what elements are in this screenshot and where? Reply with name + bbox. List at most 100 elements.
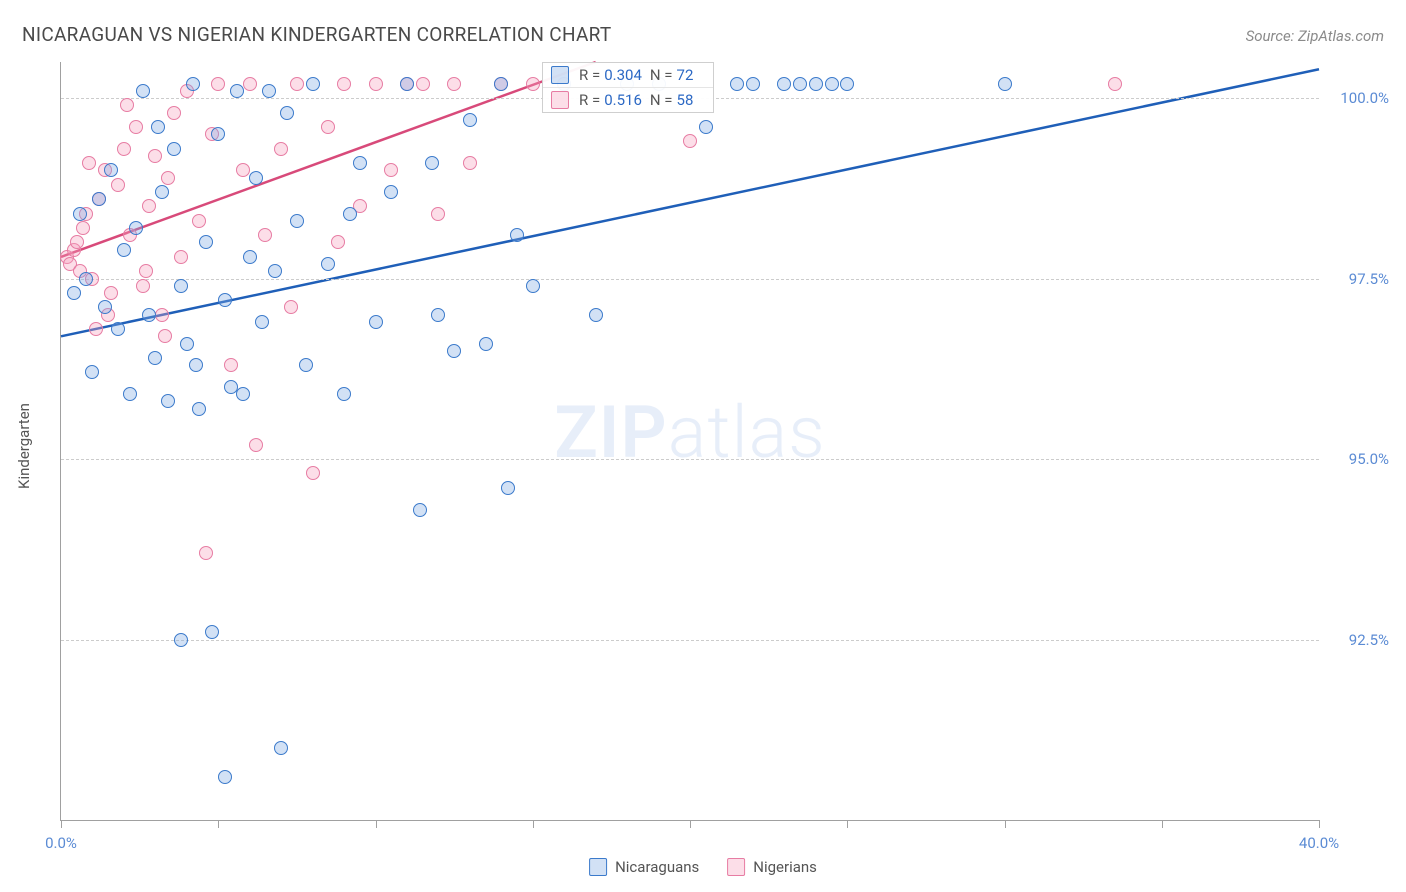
data-point <box>199 546 213 560</box>
data-point <box>262 84 276 98</box>
data-point <box>463 113 477 127</box>
y-axis-label: Kindergarten <box>15 403 33 489</box>
data-point <box>174 279 188 293</box>
data-point <box>280 106 294 120</box>
x-tick <box>690 820 691 828</box>
data-point <box>142 199 156 213</box>
x-tick-label: 40.0% <box>1299 834 1339 852</box>
data-point <box>510 228 524 242</box>
data-point <box>501 481 515 495</box>
data-point <box>129 221 143 235</box>
x-tick <box>533 820 534 828</box>
data-point <box>809 77 823 91</box>
data-point <box>384 185 398 199</box>
x-tick-label: 0.0% <box>45 834 77 852</box>
data-point <box>369 315 383 329</box>
data-point <box>343 207 357 221</box>
y-tick-label: 100.0% <box>1329 89 1389 107</box>
data-point <box>104 163 118 177</box>
data-point <box>274 142 288 156</box>
data-point <box>218 770 232 784</box>
y-tick-label: 97.5% <box>1329 270 1389 288</box>
data-point <box>1108 77 1122 91</box>
x-tick <box>218 820 219 828</box>
data-point <box>155 185 169 199</box>
data-point <box>98 300 112 314</box>
x-tick <box>1319 820 1320 828</box>
data-point <box>167 142 181 156</box>
data-point <box>117 142 131 156</box>
data-point <box>369 77 383 91</box>
data-point <box>161 171 175 185</box>
x-tick <box>1162 820 1163 828</box>
data-point <box>189 358 203 372</box>
n-label: N = <box>650 91 673 109</box>
data-point <box>998 77 1012 91</box>
legend-item: Nicaraguans <box>589 858 699 876</box>
data-point <box>413 503 427 517</box>
data-point <box>139 264 153 278</box>
data-point <box>290 77 304 91</box>
data-point <box>104 286 118 300</box>
data-point <box>120 98 134 112</box>
data-point <box>400 77 414 91</box>
data-point <box>205 625 219 639</box>
data-point <box>431 308 445 322</box>
data-point <box>155 308 169 322</box>
legend-swatch <box>551 91 569 109</box>
data-point <box>746 77 760 91</box>
data-point <box>526 279 540 293</box>
data-point <box>142 308 156 322</box>
data-point <box>186 77 200 91</box>
data-point <box>151 120 165 134</box>
data-point <box>425 156 439 170</box>
gridline <box>61 279 1319 280</box>
n-value: 58 <box>677 91 694 109</box>
data-point <box>224 358 238 372</box>
data-point <box>243 250 257 264</box>
data-point <box>479 337 493 351</box>
data-point <box>199 235 213 249</box>
data-point <box>337 77 351 91</box>
data-point <box>70 235 84 249</box>
legend-series: Nicaraguans Nigerians <box>589 858 817 876</box>
source-label: Source: ZipAtlas.com <box>1246 27 1384 45</box>
data-point <box>192 214 206 228</box>
data-point <box>218 293 232 307</box>
r-value: 0.304 <box>604 66 642 84</box>
y-tick-label: 92.5% <box>1329 631 1389 649</box>
data-point <box>793 77 807 91</box>
x-tick <box>1005 820 1006 828</box>
plot-area: ZIPatlas 92.5%95.0%97.5%100.0%0.0%40.0% <box>60 62 1319 821</box>
data-point <box>92 192 106 206</box>
data-point <box>123 387 137 401</box>
data-point <box>447 77 461 91</box>
x-tick <box>847 820 848 828</box>
data-point <box>158 329 172 343</box>
data-point <box>174 250 188 264</box>
data-point <box>249 171 263 185</box>
legend-label: Nigerians <box>753 858 817 876</box>
x-tick <box>61 820 62 828</box>
r-label: R = <box>579 66 600 84</box>
data-point <box>730 77 744 91</box>
data-point <box>274 741 288 755</box>
data-point <box>255 315 269 329</box>
data-point <box>167 106 181 120</box>
data-point <box>79 272 93 286</box>
data-point <box>258 228 272 242</box>
data-point <box>447 344 461 358</box>
data-point <box>526 77 540 91</box>
data-point <box>136 84 150 98</box>
data-point <box>840 77 854 91</box>
data-point <box>243 77 257 91</box>
data-point <box>111 322 125 336</box>
watermark: ZIPatlas <box>554 390 826 475</box>
legend-label: Nicaraguans <box>615 858 699 876</box>
data-point <box>136 279 150 293</box>
legend-swatch <box>727 858 745 876</box>
data-point <box>321 120 335 134</box>
data-point <box>683 134 697 148</box>
data-point <box>777 77 791 91</box>
data-point <box>589 308 603 322</box>
